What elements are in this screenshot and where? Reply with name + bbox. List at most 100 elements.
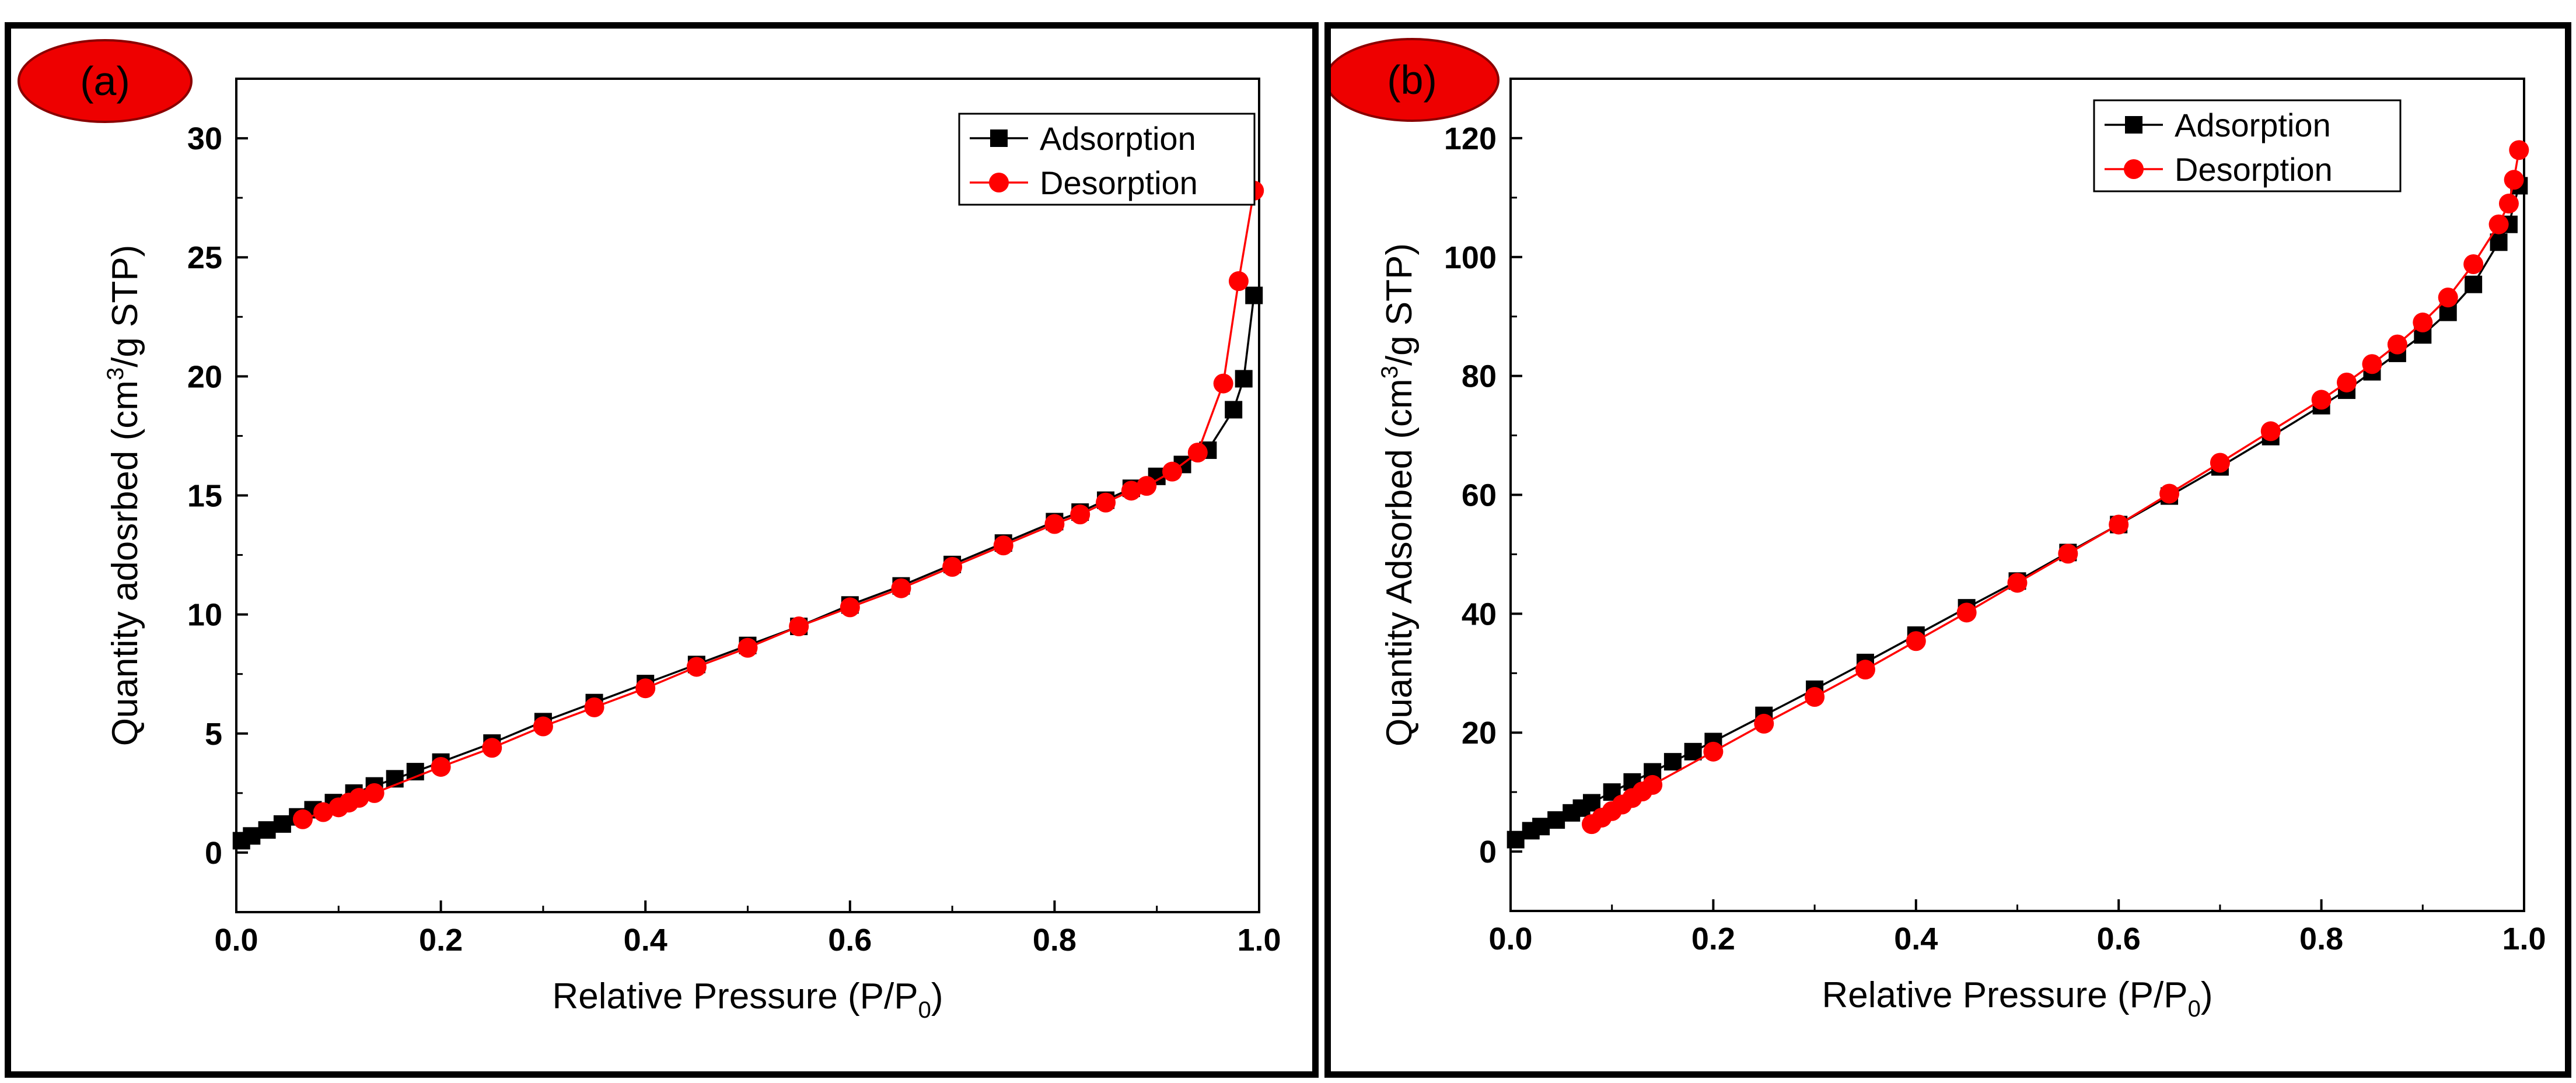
legend-marker-desorption — [2124, 159, 2144, 179]
adsorption-point — [1235, 370, 1253, 388]
desorption-point — [2260, 421, 2281, 441]
desorption-point — [2463, 254, 2484, 275]
x-tick-label: 0.2 — [1691, 921, 1735, 956]
x-axis-title: Relative Pressure (P/P0) — [1822, 975, 2213, 1022]
legend-label-adsorption: Adsorption — [2175, 107, 2331, 143]
desorption-point — [2498, 194, 2519, 214]
adsorption-point — [243, 827, 261, 845]
desorption-point — [1228, 271, 1249, 292]
desorption-point — [1044, 514, 1065, 534]
desorption-point — [2210, 453, 2230, 473]
desorption-point — [2337, 372, 2357, 392]
desorption-point — [942, 556, 963, 577]
y-tick-label: 100 — [1444, 240, 1497, 275]
desorption-point — [2504, 170, 2524, 190]
panel-label: (b) — [1387, 57, 1437, 103]
y-axis-title-main: Quantity adosrbed (cm — [105, 380, 145, 746]
legend-label-desorption: Desorption — [1040, 164, 1198, 201]
desorption-point — [1162, 461, 1182, 482]
y-axis-title-tail: /g STP) — [105, 245, 145, 367]
x-axis-title-main: Relative Pressure (P/P — [552, 976, 918, 1017]
adsorption-point — [2490, 233, 2508, 251]
adsorption-point — [1684, 742, 1702, 760]
desorption-point — [2109, 514, 2129, 535]
desorption-point — [891, 578, 911, 598]
panel-label-badge — [1331, 38, 1500, 122]
desorption-point — [1956, 602, 1977, 623]
desorption-point — [533, 716, 553, 737]
adsorption-point — [1547, 811, 1565, 829]
x-tick-label: 0.8 — [1033, 923, 1076, 958]
y-tick-label: 20 — [187, 359, 222, 394]
desorption-point — [2413, 312, 2433, 332]
y-axis-title-tail: /g STP) — [1379, 243, 1420, 366]
panel-a: 0.0 0.2 0.4 0.6 0.8 1.0 0 5 10 15 20 25 30 Relative P… — [5, 22, 1319, 1078]
desorption-point — [2362, 354, 2382, 374]
desorption-point — [313, 802, 334, 822]
y-tick-label: 20 — [1462, 716, 1497, 751]
legend-marker-adsorption — [990, 129, 1008, 147]
x-tick-label: 0.6 — [828, 923, 872, 958]
desorption-point — [328, 797, 349, 818]
y-axis-title-superscript: 3 — [1377, 366, 1403, 378]
x-tick-label: 0.0 — [214, 923, 258, 958]
legend-label-desorption: Desorption — [2175, 151, 2333, 188]
x-tick-label: 0.6 — [2097, 921, 2141, 956]
x-tick-label: 1.0 — [1237, 923, 1281, 958]
y-axis-title: Quantity Adsorbed (cm3/g STP) — [1377, 243, 1420, 746]
panel-label-badge — [18, 39, 193, 123]
desorption-point — [686, 657, 707, 677]
desorption-point — [1855, 660, 1875, 680]
y-tick-label: 10 — [187, 598, 222, 633]
desorption-point — [1137, 476, 1157, 496]
desorption-point — [2159, 483, 2180, 504]
desorption-point — [2058, 544, 2078, 564]
y-axis-title-main: Quantity Adsorbed (cm — [1379, 378, 1420, 746]
x-axis-title-main: Relative Pressure (P/P — [1822, 975, 2187, 1015]
desorption-point — [1187, 443, 1208, 463]
y-tick-label: 60 — [1462, 478, 1497, 513]
x-axis-title-tail: ) — [931, 976, 943, 1017]
desorption-point — [993, 535, 1013, 556]
series-line-adsorption — [1515, 185, 2520, 841]
desorption-point — [2438, 288, 2458, 308]
x-axis-title-subscript: 0 — [918, 997, 931, 1023]
desorption-point — [2509, 140, 2529, 160]
desorption-point — [789, 616, 809, 637]
adsorption-point — [1245, 286, 1263, 304]
desorption-point — [635, 678, 656, 699]
x-axis-title: Relative Pressure (P/P0) — [552, 976, 943, 1023]
x-tick-label: 0.8 — [2299, 921, 2343, 956]
desorption-point — [1070, 504, 1090, 525]
adsorption-point — [258, 821, 276, 839]
x-axis-title-tail: ) — [2201, 975, 2213, 1015]
y-axis-title-superscript: 3 — [103, 367, 128, 380]
y-tick-label: 0 — [1479, 835, 1497, 870]
panel-b: 0.0 0.2 0.4 0.6 0.8 1.0 0 20 40 60 80 100 120 Relativ… — [1324, 22, 2571, 1078]
desorption-point — [1754, 713, 1774, 734]
desorption-point — [1096, 492, 1116, 513]
y-tick-label: 25 — [187, 240, 222, 275]
desorption-point — [738, 637, 758, 658]
y-axis-title: Quantity adosrbed (cm3/g STP) — [103, 245, 145, 746]
y-tick-label: 30 — [187, 121, 222, 156]
desorption-point — [1805, 687, 1825, 707]
legend-marker-desorption — [989, 173, 1009, 192]
legend-box — [2093, 99, 2402, 192]
x-tick-label: 0.2 — [419, 923, 463, 958]
desorption-point — [431, 756, 451, 777]
legend-box — [958, 113, 1256, 206]
adsorption-point — [1225, 401, 1243, 419]
desorption-point — [482, 738, 502, 758]
adsorption-point — [1663, 753, 1682, 771]
x-tick-label: 0.0 — [1488, 921, 1532, 956]
adsorption-point — [1532, 818, 1550, 836]
y-tick-label: 40 — [1462, 597, 1497, 632]
x-tick-label: 0.4 — [624, 923, 667, 958]
desorption-point — [364, 783, 385, 803]
adsorption-point — [273, 815, 291, 833]
desorption-point — [1121, 481, 1141, 501]
adsorption-point — [1507, 830, 1525, 849]
panel-label: (a) — [80, 58, 130, 104]
